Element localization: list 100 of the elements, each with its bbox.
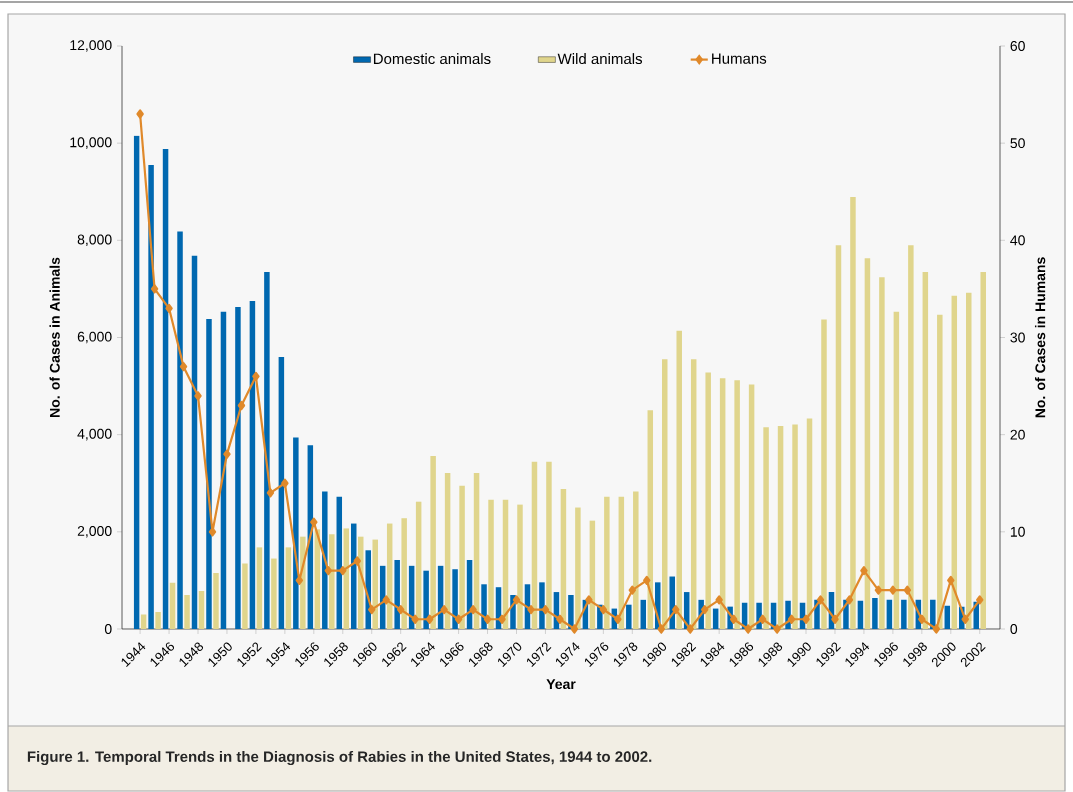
point — [672, 604, 680, 615]
bar — [748, 384, 755, 629]
bar — [256, 547, 263, 629]
bar — [835, 245, 842, 629]
bar — [908, 245, 914, 629]
point — [512, 595, 521, 605]
bar — [662, 359, 668, 629]
bar — [488, 499, 494, 629]
bar — [177, 231, 183, 629]
bar — [763, 427, 769, 629]
point — [932, 624, 941, 634]
point — [729, 614, 738, 624]
point — [324, 566, 333, 576]
point — [715, 595, 723, 605]
bar — [148, 165, 154, 629]
y2-tick-label: 20 — [1010, 429, 1025, 440]
point — [498, 614, 506, 624]
point — [150, 284, 159, 294]
bar — [329, 534, 335, 629]
bar — [394, 560, 400, 629]
bar — [242, 563, 248, 629]
bar — [937, 314, 943, 629]
point — [845, 595, 854, 605]
bar — [430, 456, 436, 629]
bar — [821, 319, 827, 629]
bar — [640, 599, 647, 629]
point — [744, 624, 752, 634]
point — [874, 585, 883, 595]
bar — [626, 604, 632, 629]
y-tick-label: 4,000 — [77, 428, 112, 441]
bar — [922, 271, 929, 629]
text: Figure 1. Temporal Trends in the Diagnosis of Rabies in the United States, 1944 to 2002. — [27, 750, 652, 766]
y-tick-label: 6,000 — [77, 331, 112, 344]
bar — [198, 591, 205, 629]
y2-axis-title: No. of Cases in Humans — [1034, 257, 1046, 418]
bar — [140, 614, 147, 629]
y-axis-title: No. of Cases in Animals — [49, 257, 60, 417]
point — [961, 614, 969, 624]
point — [396, 604, 405, 615]
point — [860, 566, 868, 576]
bar — [162, 148, 169, 629]
point — [425, 614, 434, 624]
point — [831, 614, 839, 624]
y-tick-label: 8,000 — [77, 234, 112, 247]
legend-label: Domestic animals — [373, 53, 491, 65]
point — [541, 604, 550, 615]
point — [787, 614, 796, 624]
bar — [293, 437, 299, 629]
y2-tick-label: 10 — [1010, 526, 1025, 537]
y2-tick-label: 30 — [1010, 332, 1025, 343]
y2-tick-label: 60 — [1010, 41, 1025, 51]
point — [773, 624, 781, 634]
point — [165, 303, 173, 313]
point — [816, 595, 825, 605]
point — [469, 604, 477, 615]
bar — [944, 605, 951, 629]
bar — [777, 425, 784, 629]
bar — [452, 569, 458, 629]
point — [411, 614, 419, 624]
point — [483, 614, 492, 624]
point — [570, 624, 579, 634]
point — [802, 614, 810, 624]
bar — [864, 258, 871, 629]
point — [237, 400, 246, 411]
point — [368, 604, 376, 615]
bar — [893, 311, 900, 629]
y2-tick-label: 50 — [1010, 138, 1025, 149]
bar — [604, 496, 610, 629]
bar — [184, 594, 190, 629]
bar — [271, 558, 277, 629]
point — [585, 595, 593, 605]
point — [440, 604, 448, 615]
bar — [850, 197, 856, 629]
point — [903, 585, 912, 595]
point — [194, 391, 202, 401]
bar — [235, 306, 241, 629]
bar — [206, 319, 212, 629]
bar — [133, 135, 140, 629]
point — [700, 604, 709, 615]
bar — [857, 600, 864, 629]
bar — [539, 582, 545, 629]
point — [179, 362, 188, 372]
bar — [980, 271, 986, 629]
bar — [423, 570, 429, 629]
bar — [705, 372, 711, 629]
bar — [213, 573, 219, 629]
bar — [575, 507, 581, 629]
bar — [633, 491, 639, 629]
point — [686, 624, 694, 634]
point — [136, 109, 144, 119]
bar — [169, 582, 176, 629]
bar — [966, 292, 972, 629]
y2-tick-label: 0 — [1010, 624, 1018, 634]
point — [889, 585, 897, 595]
legend-label: Humans — [712, 53, 767, 64]
bar — [372, 539, 378, 629]
point — [643, 575, 651, 585]
bar — [901, 599, 907, 629]
y-tick-label: 12,000 — [70, 40, 112, 52]
bar — [568, 594, 574, 629]
